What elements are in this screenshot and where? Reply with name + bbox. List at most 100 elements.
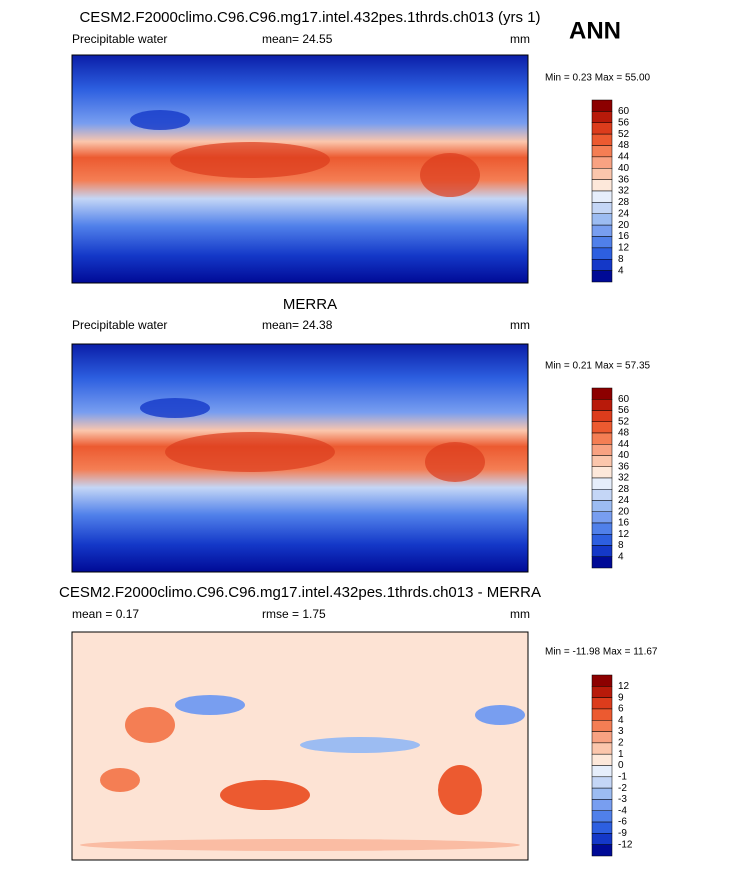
- colorbar-label: 4: [618, 265, 624, 276]
- colorbar-box: [591, 731, 613, 744]
- colorbar-box: [591, 202, 613, 214]
- colorbar-label: 4: [618, 551, 624, 562]
- colorbar-label: 56: [618, 405, 630, 416]
- colorbar-box: [591, 387, 613, 400]
- colorbar-box: [591, 168, 613, 180]
- map-3: [71, 631, 529, 861]
- colorbar-label: 2: [618, 738, 624, 749]
- colorbar-box: [591, 720, 613, 732]
- colorbar-box: [591, 511, 613, 524]
- units-label: mm: [510, 607, 530, 621]
- range-label: Min = 0.21 Max = 57.35: [545, 361, 651, 372]
- colorbar-label: 48: [618, 140, 630, 151]
- colorbar-label: -3: [618, 794, 627, 805]
- colorbar-label: 28: [618, 197, 630, 208]
- colorbar-label: 8: [618, 540, 624, 551]
- colorbar-label: 9: [618, 692, 624, 703]
- map-2: [71, 343, 529, 573]
- colorbar-box: [591, 190, 613, 203]
- colorbar-box: [591, 247, 613, 260]
- colorbar-label: 44: [618, 439, 630, 450]
- colorbar-box: [591, 765, 613, 778]
- stat-label: rmse = 1.75: [262, 607, 326, 621]
- colorbar-box: [591, 421, 613, 434]
- colorbar-box: [591, 455, 613, 467]
- variable-label: Precipitable water: [72, 318, 167, 332]
- colorbar-box: [591, 697, 613, 710]
- colorbar-box: [591, 133, 613, 146]
- units-label: mm: [510, 318, 530, 332]
- colorbar-box: [591, 674, 613, 687]
- colorbar-box: [591, 787, 613, 800]
- colorbar-label: 6: [618, 704, 624, 715]
- colorbar-box: [591, 179, 613, 192]
- colorbar-box: [591, 270, 613, 283]
- colorbar-box: [591, 444, 613, 456]
- colorbar-label: 44: [618, 152, 630, 163]
- colorbar-label: 32: [618, 186, 630, 197]
- colorbar-box: [591, 500, 613, 512]
- colorbar-label: 12: [618, 529, 630, 540]
- colorbar-box: [591, 410, 613, 422]
- colorbar-label: 20: [618, 220, 630, 231]
- colorbar-label: -2: [618, 783, 627, 794]
- colorbar-box: [591, 156, 613, 169]
- colorbar-label: 40: [618, 450, 630, 461]
- colorbar-label: 24: [618, 208, 630, 219]
- stat-label: mean= 24.38: [262, 318, 333, 332]
- colorbar-box: [591, 776, 613, 789]
- stat-label: mean= 24.55: [262, 32, 333, 46]
- panel-title: CESM2.F2000climo.C96.C96.mg17.intel.432p…: [59, 584, 541, 601]
- colorbar-label: 28: [618, 484, 630, 495]
- colorbar-box: [591, 799, 613, 811]
- colorbar-box: [591, 534, 613, 546]
- colorbar-box: [591, 477, 613, 490]
- colorbar-label: 40: [618, 163, 630, 174]
- colorbar-label: 60: [618, 106, 630, 117]
- range-label: Min = 0.23 Max = 55.00: [545, 73, 651, 84]
- units-label: mm: [510, 32, 530, 46]
- colorbar-box: [591, 844, 613, 857]
- colorbar-label: 32: [618, 473, 630, 484]
- colorbar-label: 36: [618, 461, 630, 472]
- colorbar-label: 4: [618, 715, 624, 726]
- colorbar-box: [591, 821, 613, 834]
- colorbar-box: [591, 686, 613, 698]
- variable-label: Precipitable water: [72, 32, 167, 46]
- colorbar-box: [591, 145, 613, 158]
- colorbar-label: 52: [618, 129, 630, 140]
- colorbar-box: [591, 522, 613, 535]
- colorbar-label: -9: [618, 828, 627, 839]
- colorbar-box: [591, 122, 613, 135]
- colorbar-box: [591, 833, 613, 845]
- colorbar-box: [591, 399, 613, 411]
- colorbar-label: 3: [618, 726, 624, 737]
- colorbar-box: [591, 545, 613, 557]
- colorbar-box: [591, 236, 613, 249]
- colorbar-box: [591, 753, 613, 766]
- season-label: ANN: [569, 17, 621, 44]
- colorbar-box: [591, 259, 613, 271]
- colorbar-box: [591, 213, 613, 226]
- colorbar-label: 12: [618, 243, 630, 254]
- colorbar-label: 56: [618, 117, 630, 128]
- colorbar-label: 12: [618, 681, 630, 692]
- colorbar-label: -4: [618, 805, 627, 816]
- map-1: [71, 54, 529, 284]
- colorbar-box: [591, 466, 613, 479]
- colorbar-box: [591, 810, 613, 823]
- colorbar-box: [591, 99, 613, 112]
- colorbar-label: 8: [618, 254, 624, 265]
- colorbar-box: [591, 432, 613, 445]
- colorbar-box: [591, 742, 613, 755]
- colorbar-box: [591, 708, 613, 721]
- colorbar-label: 16: [618, 231, 630, 242]
- colorbar-label: 48: [618, 428, 630, 439]
- colorbar-label: -1: [618, 771, 627, 782]
- colorbar-box: [591, 489, 613, 501]
- variable-label: mean = 0.17: [72, 607, 139, 621]
- colorbar-label: 60: [618, 394, 630, 405]
- colorbar-label: 0: [618, 760, 624, 771]
- colorbar-label: 20: [618, 506, 630, 517]
